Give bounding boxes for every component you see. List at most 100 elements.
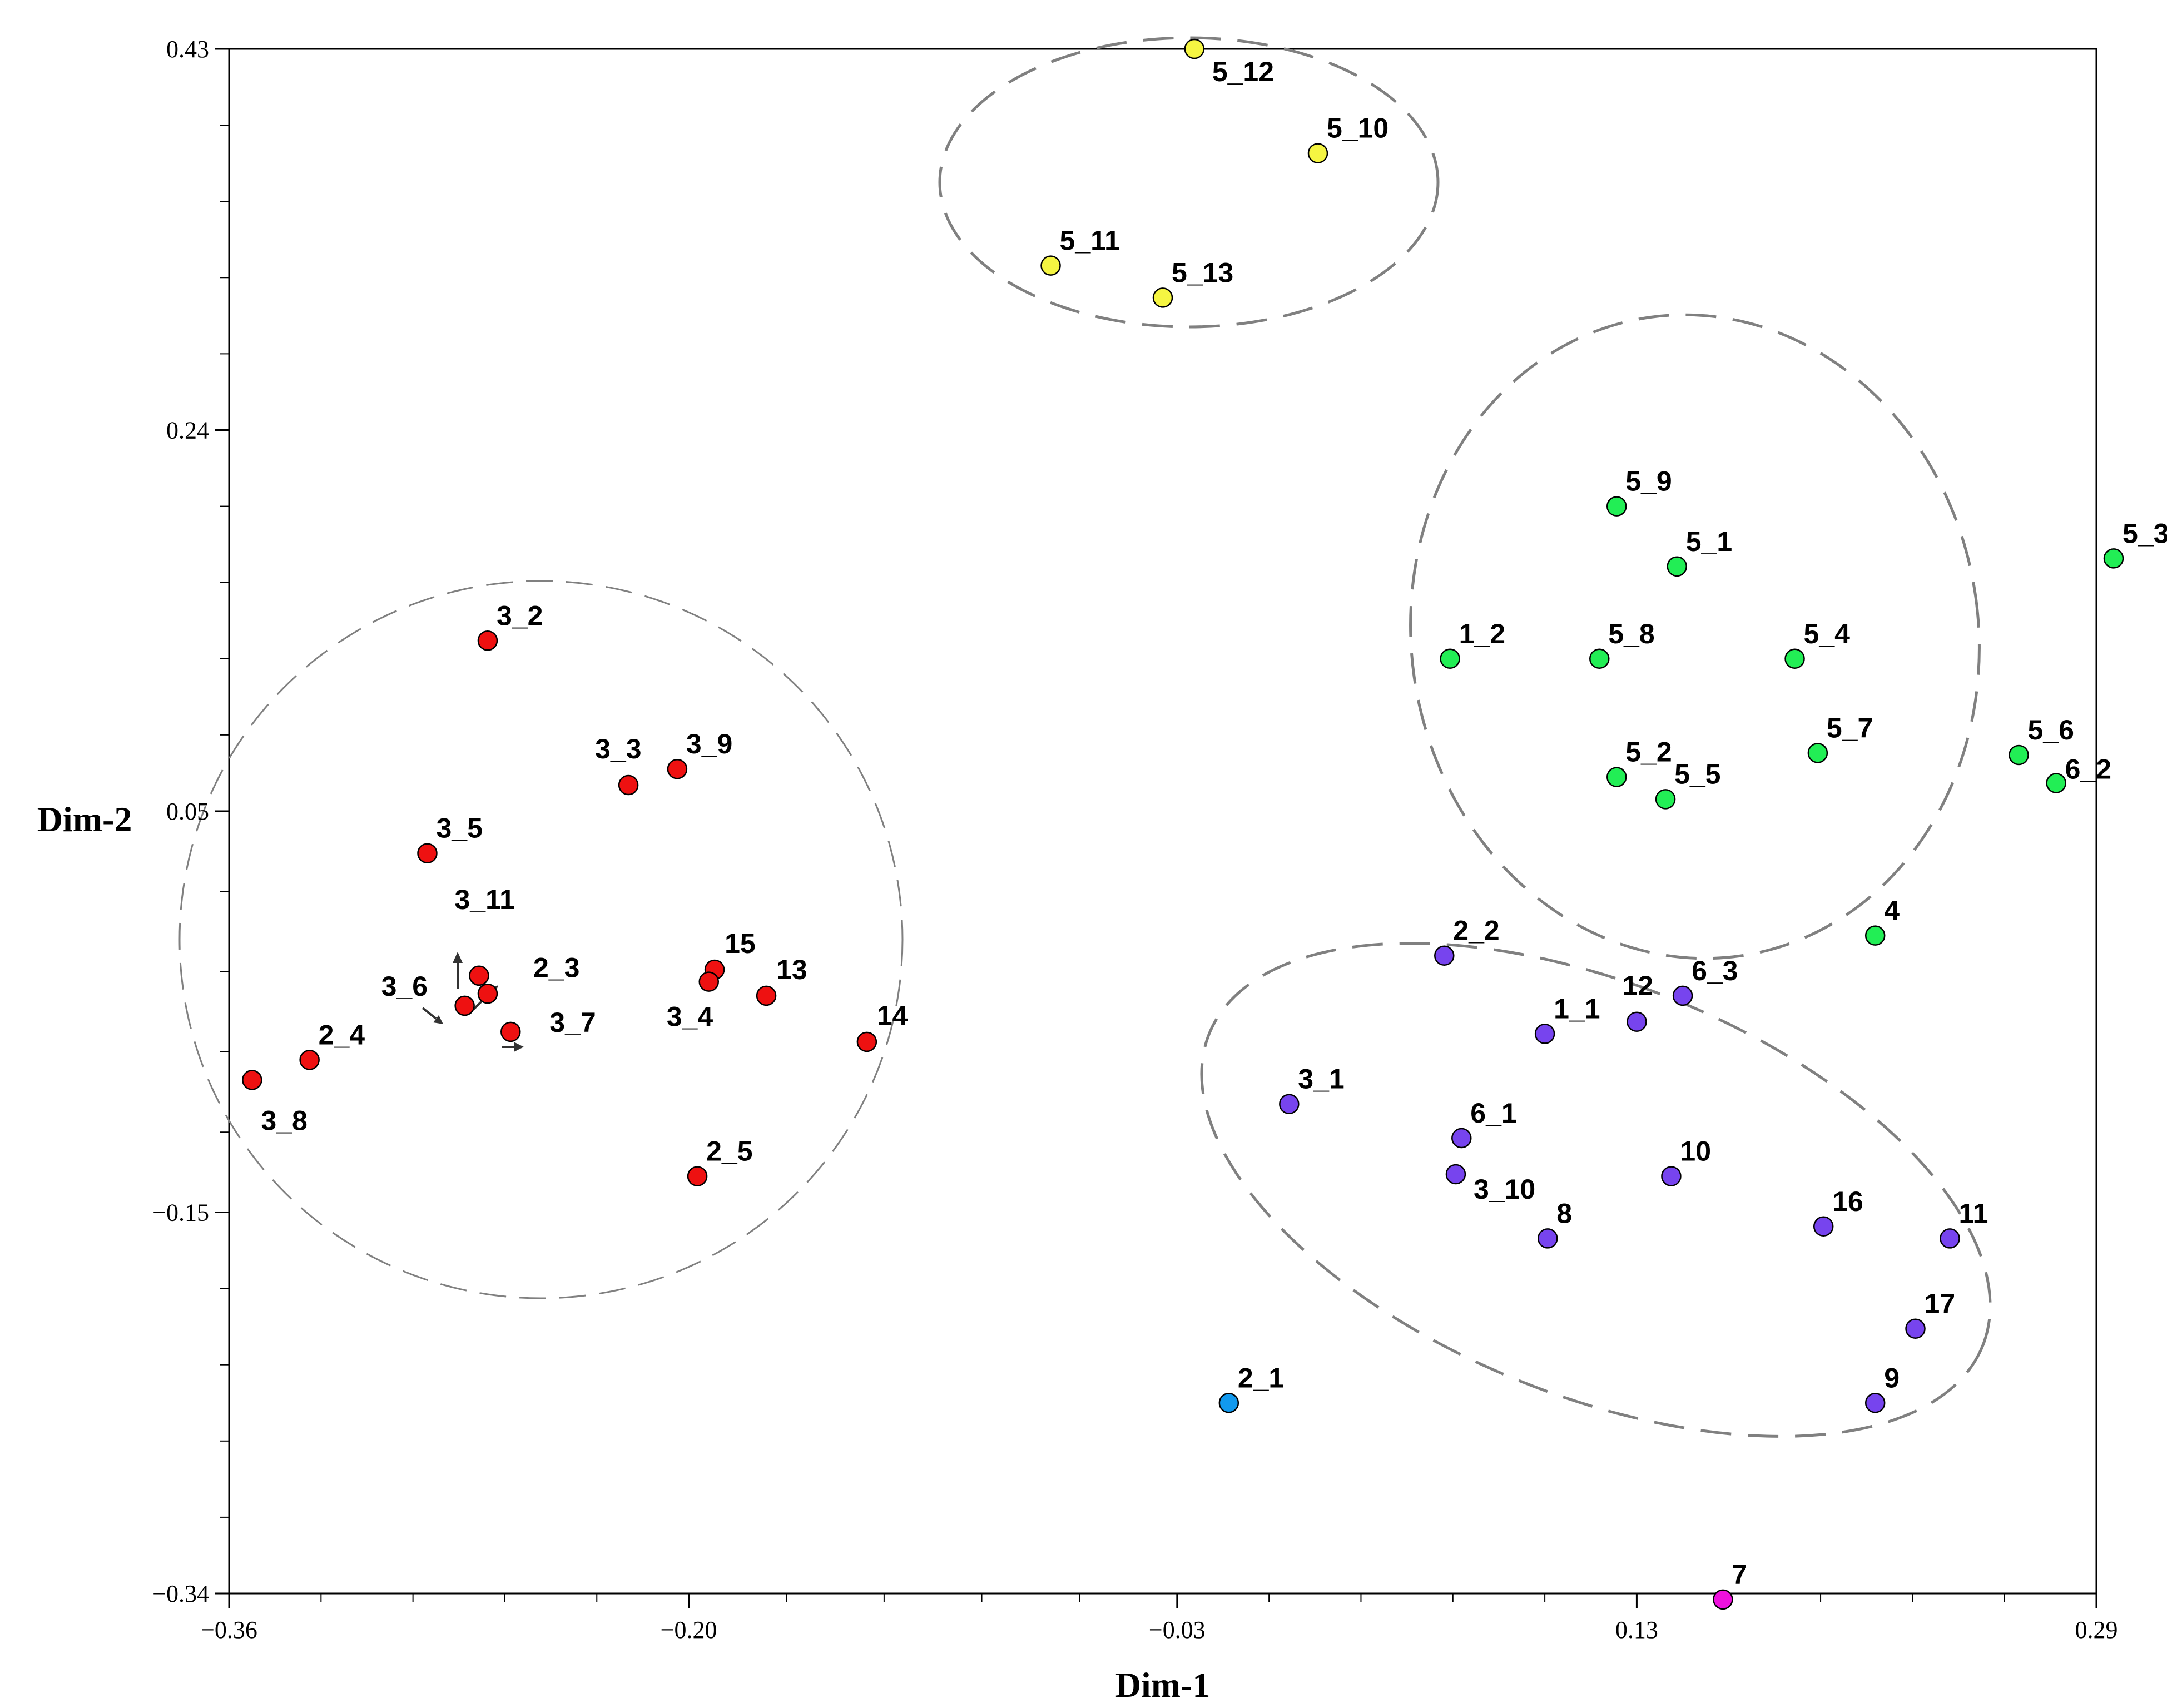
point-3-9: [667, 758, 688, 779]
point-label-3-11: 3_11: [454, 884, 514, 915]
point-label-17: 17: [1925, 1288, 1956, 1319]
point-7: [1713, 1589, 1733, 1610]
point-label-3-3: 3_3: [595, 733, 641, 764]
point-5-13: [1152, 287, 1173, 308]
arrow-3-6: [422, 1007, 437, 1020]
point-label-16: 16: [1832, 1186, 1863, 1217]
point-6-1: [1451, 1128, 1472, 1149]
point-4: [1864, 925, 1886, 946]
point-label-6-1: 6_1: [1470, 1098, 1516, 1129]
point-3-3: [618, 774, 639, 796]
point-3-8: [242, 1070, 262, 1090]
point-3-4: [698, 971, 719, 992]
point-8: [1538, 1228, 1558, 1249]
point-label-4: 4: [1884, 895, 1900, 926]
point-label-3-6: 3_6: [381, 971, 428, 1002]
point-label-1-2: 1_2: [1459, 618, 1505, 649]
point-2-4: [299, 1050, 320, 1070]
point-label-5-5: 5_5: [1674, 758, 1720, 790]
point-label-2-4: 2_4: [319, 1019, 365, 1050]
point-12: [1627, 1011, 1647, 1032]
point-label-5-3: 5_3: [2123, 518, 2167, 549]
point-label-1-1: 1_1: [1554, 993, 1600, 1024]
point-5-12: [1184, 38, 1205, 59]
point-1-1: [1534, 1024, 1555, 1044]
point-label-5-4: 5_4: [1804, 618, 1851, 649]
point-9: [1864, 1393, 1886, 1413]
point-2-1: [1218, 1393, 1239, 1413]
arrow-3-7-head: [514, 1042, 524, 1052]
point-label-13: 13: [776, 954, 807, 985]
point-label-5-12: 5_12: [1212, 56, 1274, 87]
point-label-3-7: 3_7: [549, 1007, 596, 1038]
point-label-5-10: 5_10: [1327, 113, 1389, 144]
point-6-2: [2046, 773, 2066, 793]
x-tick-label: −0.03: [1149, 1616, 1206, 1644]
point-6-3: [1672, 985, 1693, 1006]
point-16: [1813, 1216, 1834, 1237]
point-label-2-5: 2_5: [706, 1136, 752, 1167]
point-label-9: 9: [1884, 1362, 1900, 1393]
point-label-3-8: 3_8: [261, 1105, 307, 1136]
point-label-3-10: 3_10: [1474, 1174, 1535, 1205]
point-label-3-5: 3_5: [436, 813, 482, 844]
point-label-5-9: 5_9: [1625, 466, 1672, 497]
point-label-2-2: 2_2: [1453, 915, 1499, 946]
point-5-6: [2009, 744, 2029, 766]
point-label-6-3: 6_3: [1692, 955, 1738, 986]
point-1-2: [1440, 648, 1460, 669]
point-3-11: [469, 965, 489, 986]
point-5-3: [2103, 548, 2124, 569]
point-label-10: 10: [1680, 1136, 1711, 1167]
axes: −0.36 −0.20 −0.03 0.13 0.29 0.43 0.24 0.05 −0.15…: [152, 36, 2118, 1644]
point-label-8: 8: [1556, 1198, 1572, 1229]
arrow-3-6-head: [433, 1015, 443, 1024]
cluster-outline-red: [178, 580, 904, 1299]
point-2-5: [687, 1166, 708, 1186]
point-2-2: [1434, 945, 1455, 966]
point-3-7: [500, 1021, 521, 1042]
y-tick-label: −0.34: [152, 1580, 209, 1607]
y-tick-label: 0.24: [166, 416, 209, 444]
point-label-3-1: 3_1: [1298, 1064, 1344, 1095]
point-5-4: [1784, 648, 1805, 669]
point-3-2: [477, 630, 498, 651]
point-label-3-4: 3_4: [667, 1001, 713, 1032]
point-labels: 5_12 5_10 5_11 5_13 5_9 5_1 5_3 1_2 5_8 5_4 5_7 5_6…: [261, 56, 2167, 1590]
point-14: [856, 1031, 877, 1052]
point-2-3: [477, 984, 498, 1004]
arrow-3-11-head: [453, 952, 463, 963]
point-5-8: [1589, 648, 1610, 669]
plot-area: [228, 48, 2097, 1595]
point-label-5-13: 5_13: [1172, 257, 1233, 288]
point-3-5: [417, 843, 438, 863]
point-label-2-3: 2_3: [533, 952, 579, 983]
point-label-11: 11: [1959, 1198, 1989, 1229]
point-label-7: 7: [1732, 1559, 1747, 1590]
y-tick-label: 0.43: [166, 36, 209, 63]
cluster-outline-purple: [1200, 942, 1992, 1438]
point-label-3-9: 3_9: [686, 728, 732, 759]
point-13: [756, 985, 777, 1006]
point-label-5-8: 5_8: [1608, 618, 1654, 649]
point-3-6: [454, 995, 475, 1016]
point-5-1: [1667, 556, 1687, 577]
point-3-10: [1445, 1164, 1466, 1185]
point-17: [1905, 1318, 1926, 1339]
x-axis-title: Dim-1: [1115, 1665, 1211, 1705]
x-tick-label: 0.13: [1615, 1616, 1658, 1644]
point-label-12: 12: [1622, 970, 1653, 1001]
point-label-5-6: 5_6: [2028, 714, 2074, 746]
point-11: [1940, 1228, 1960, 1249]
point-10: [1661, 1166, 1682, 1186]
point-label-5-1: 5_1: [1686, 526, 1732, 557]
cluster-outline-green: [1409, 313, 1981, 960]
point-label-5-2: 5_2: [1625, 737, 1672, 768]
point-label-5-11: 5_11: [1060, 225, 1120, 256]
point-label-15: 15: [725, 928, 756, 959]
x-tick-label: −0.20: [661, 1616, 717, 1644]
y-tick-label: −0.15: [152, 1199, 209, 1227]
cluster-outlines: [178, 36, 1992, 1438]
point-label-14: 14: [877, 1000, 908, 1031]
